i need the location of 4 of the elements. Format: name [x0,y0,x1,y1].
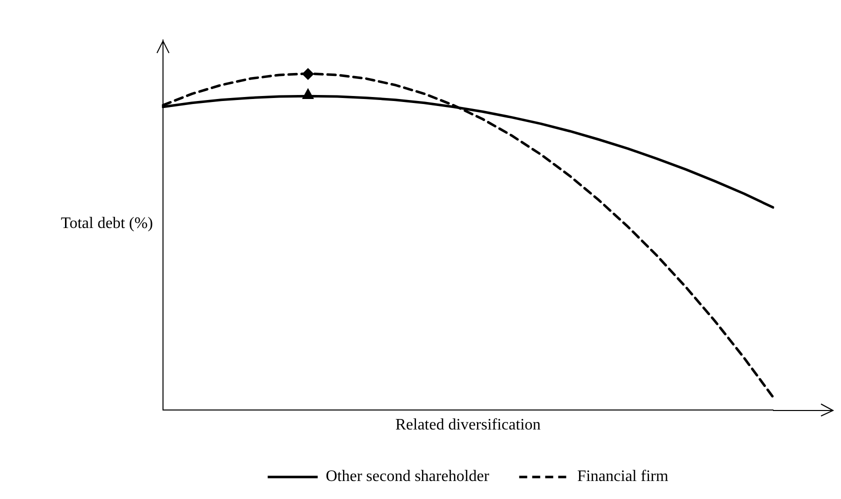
y-axis-title: Total debt (%) [60,214,153,233]
x-axis-title: Related diversification [395,416,541,434]
legend-label: Other second shareholder [326,468,490,486]
legend-label: Financial firm [577,468,669,486]
